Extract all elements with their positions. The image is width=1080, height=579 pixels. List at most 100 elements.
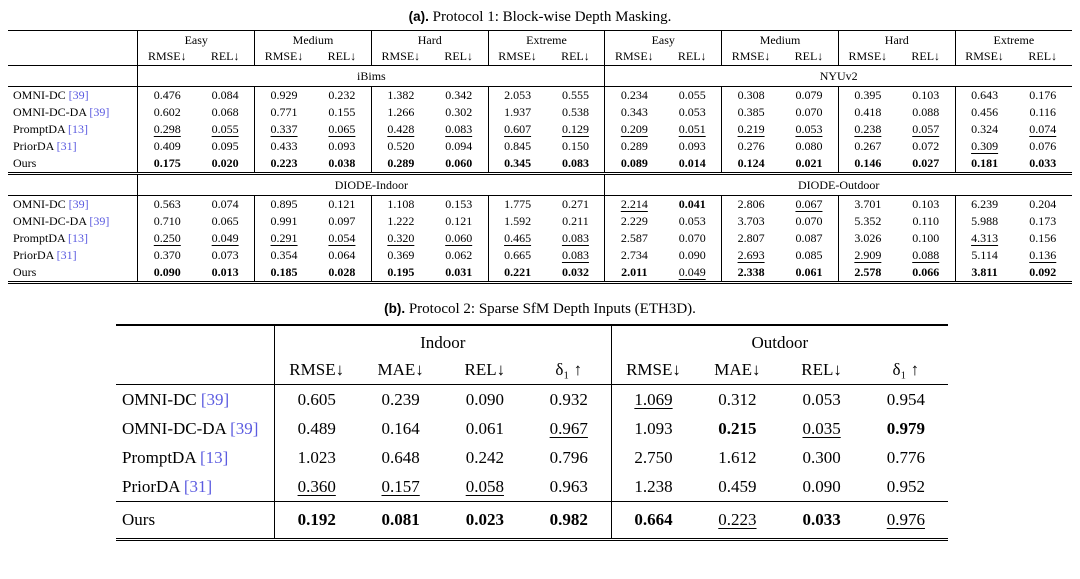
value-cell: 0.051 xyxy=(663,121,721,138)
dataset-band-cell: DIODE-Outdoor xyxy=(604,173,1072,196)
metric-value: 0.298 xyxy=(153,122,181,136)
metric-header-cell: RMSE↓ xyxy=(610,356,696,385)
value-cell: 2.011 xyxy=(604,264,664,283)
value-cell: 1.069 xyxy=(610,384,696,414)
difficulty-header-cell: Medium xyxy=(254,30,372,48)
metric-value: 1.108 xyxy=(387,197,415,211)
metric-value: 0.155 xyxy=(328,105,356,119)
value-cell: 0.057 xyxy=(897,121,955,138)
value-cell: 0.074 xyxy=(196,196,254,214)
citation-link[interactable]: [39] xyxy=(230,418,259,438)
method-cell: Ours xyxy=(8,155,138,175)
value-cell: 0.215 xyxy=(695,414,779,443)
value-cell: 0.309 xyxy=(954,138,1014,155)
value-cell: 0.033 xyxy=(1013,155,1072,175)
value-cell: 0.033 xyxy=(780,502,864,540)
citation-link[interactable]: [13] xyxy=(199,447,229,467)
citation-link[interactable]: [39] xyxy=(200,389,230,409)
value-cell: 0.072 xyxy=(897,138,955,155)
metric-value: 0.033 xyxy=(802,510,841,529)
method-cell: OMNI-DC-DA [39] xyxy=(8,213,138,230)
citation-link[interactable]: [39] xyxy=(89,214,110,228)
citation-link[interactable]: [13] xyxy=(68,231,89,245)
metric-value: 0.354 xyxy=(270,248,298,262)
metric-value: 0.555 xyxy=(561,88,589,102)
metric-value: 0.234 xyxy=(620,88,648,102)
citation-link[interactable]: [39] xyxy=(68,197,89,211)
value-cell: 5.114 xyxy=(954,247,1014,264)
value-cell: 0.054 xyxy=(313,230,371,247)
method-cell: PriorDA [31] xyxy=(8,247,138,264)
value-cell: 2.053 xyxy=(487,86,547,104)
value-cell: 0.049 xyxy=(196,230,254,247)
value-cell: 0.023 xyxy=(443,502,527,540)
method-cell: PromptDA [13] xyxy=(8,121,138,138)
scene-header-row: Indoor Outdoor xyxy=(116,325,948,356)
metric-value: 1.023 xyxy=(297,447,336,467)
metric-value: 0.267 xyxy=(854,139,882,153)
metric-value: 0.090 xyxy=(678,248,706,262)
metric-value: 2.011 xyxy=(621,265,648,279)
caption-a-text: Protocol 1: Block-wise Depth Masking. xyxy=(432,9,672,25)
method-cell: OMNI-DC [39] xyxy=(8,196,138,214)
method-name: OMNI-DC-DA xyxy=(13,214,87,228)
metric-value: 0.337 xyxy=(270,122,298,136)
value-cell: 0.276 xyxy=(721,138,781,155)
metric-header-cell: REL↓ xyxy=(780,48,839,66)
difficulty-header-cell: Medium xyxy=(721,30,839,48)
citation-link[interactable]: [31] xyxy=(56,139,77,153)
metric-value: 0.028 xyxy=(328,265,356,279)
metric-header-cell: REL↓ xyxy=(1013,48,1072,66)
value-cell: 0.088 xyxy=(897,104,955,121)
metric-value: 0.418 xyxy=(854,105,882,119)
metric-value: 0.068 xyxy=(211,105,239,119)
metric-value: 0.433 xyxy=(270,139,298,153)
metric-value: 0.195 xyxy=(387,265,415,279)
metric-value: 0.092 xyxy=(1029,265,1057,279)
citation-link[interactable]: [31] xyxy=(183,476,213,496)
value-cell: 0.209 xyxy=(604,121,664,138)
table-row: OMNI-DC [39] 0.563 0.074 0.895 0.121 1.108 0.1… xyxy=(8,195,1072,214)
metric-value: 0.563 xyxy=(153,197,181,211)
metric-value: 0.232 xyxy=(328,88,356,102)
citation-link[interactable]: [39] xyxy=(68,88,89,102)
metric-value: 0.648 xyxy=(381,447,420,467)
table-row: PromptDA [13] 0.250 0.049 0.291 0.054 0.320 0.… xyxy=(8,230,1072,247)
metric-value: 0.369 xyxy=(387,248,415,262)
metric-value: 0.185 xyxy=(270,265,298,279)
value-cell: 0.370 xyxy=(137,247,197,264)
value-cell: 0.433 xyxy=(254,138,313,155)
metric-value: 0.954 xyxy=(886,389,925,409)
citation-link[interactable]: [31] xyxy=(56,248,77,262)
metric-header-cell: REL↓ xyxy=(546,48,605,66)
value-cell: 0.055 xyxy=(196,121,254,138)
metric-value: 0.895 xyxy=(270,197,298,211)
citation-link[interactable]: [39] xyxy=(89,105,110,119)
value-cell: 0.067 xyxy=(780,196,838,214)
metric-value: 0.175 xyxy=(153,156,181,170)
value-cell: 0.093 xyxy=(663,138,721,155)
metric-value: 0.094 xyxy=(445,139,473,153)
table-row: PriorDA [31] 0.370 0.073 0.354 0.064 0.369 0.0… xyxy=(8,247,1072,264)
value-cell: 0.081 xyxy=(359,502,443,540)
method-cell: PromptDA [13] xyxy=(116,443,274,472)
citation-link[interactable]: [13] xyxy=(68,122,89,136)
metric-value: 1.382 xyxy=(387,88,415,102)
method-name: PromptDA xyxy=(13,122,66,136)
value-cell: 0.369 xyxy=(370,247,430,264)
metric-value: 0.771 xyxy=(270,105,298,119)
value-cell: 0.176 xyxy=(1014,87,1072,105)
value-cell: 0.085 xyxy=(780,247,838,264)
metric-value: 1.775 xyxy=(504,197,532,211)
value-cell: 1.266 xyxy=(370,104,430,121)
metric-value: 0.079 xyxy=(795,88,823,102)
metric-value: 0.067 xyxy=(795,197,823,211)
value-cell: 0.242 xyxy=(443,443,527,472)
value-cell: 0.090 xyxy=(443,385,527,415)
value-cell: 0.031 xyxy=(430,264,488,283)
value-cell: 0.021 xyxy=(780,155,839,175)
value-cell: 0.409 xyxy=(137,138,197,155)
metric-value: 5.988 xyxy=(971,214,999,228)
metric-value: 0.085 xyxy=(795,248,823,262)
metric-value: 0.602 xyxy=(153,105,181,119)
